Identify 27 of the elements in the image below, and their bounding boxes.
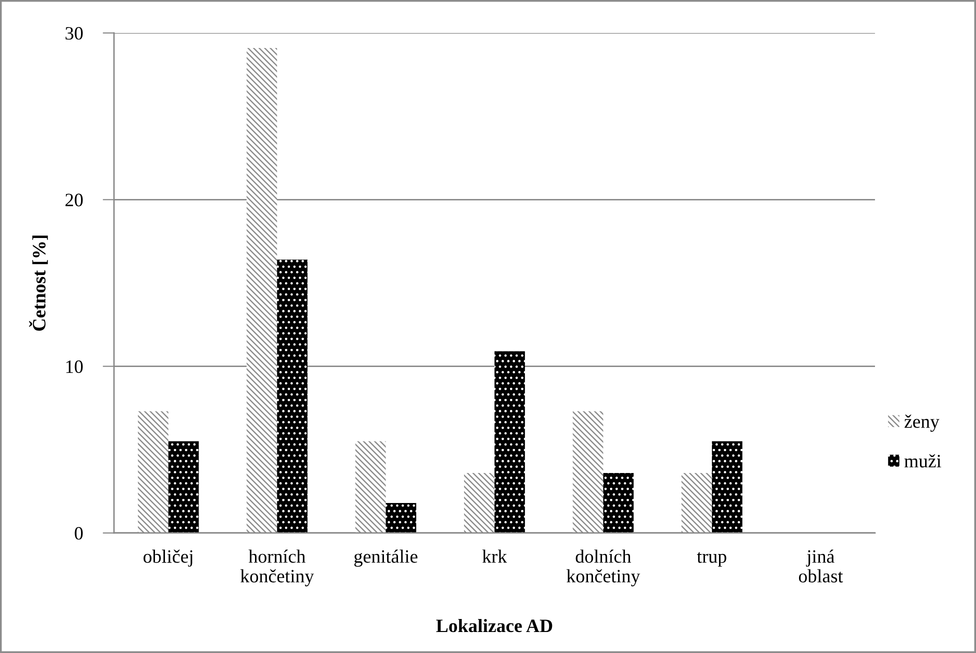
bar (603, 472, 634, 533)
bar (712, 441, 742, 533)
bar (572, 411, 604, 533)
bar (494, 351, 525, 533)
x-tick-label: obličej (144, 550, 192, 567)
bar (168, 441, 199, 533)
x-tick-label: krk (482, 550, 507, 563)
bar (277, 260, 308, 533)
x-tick-label: genitálie (354, 550, 418, 567)
y-tick-label: 20 (66, 194, 83, 206)
x-axis-title: Lokalizace AD (436, 618, 552, 632)
y-tick-label: 0 (74, 527, 83, 540)
bar (464, 472, 494, 533)
x-tick-label: dolních končetiny (566, 550, 640, 586)
bar (138, 411, 168, 533)
y-tick-label: 30 (66, 27, 83, 40)
bar (355, 441, 386, 533)
bar (246, 48, 278, 533)
x-tick-label: jiná oblast (798, 550, 843, 582)
x-tick-label: trup (697, 552, 726, 567)
bar (386, 502, 416, 533)
y-tick-label: 10 (66, 360, 83, 373)
legend-label: muži (904, 454, 942, 468)
x-tick-label: horních končetiny (240, 550, 314, 586)
legend-label: ženy (904, 414, 940, 432)
y-axis-title: Četnost [%] (29, 236, 48, 331)
bar (681, 472, 712, 533)
